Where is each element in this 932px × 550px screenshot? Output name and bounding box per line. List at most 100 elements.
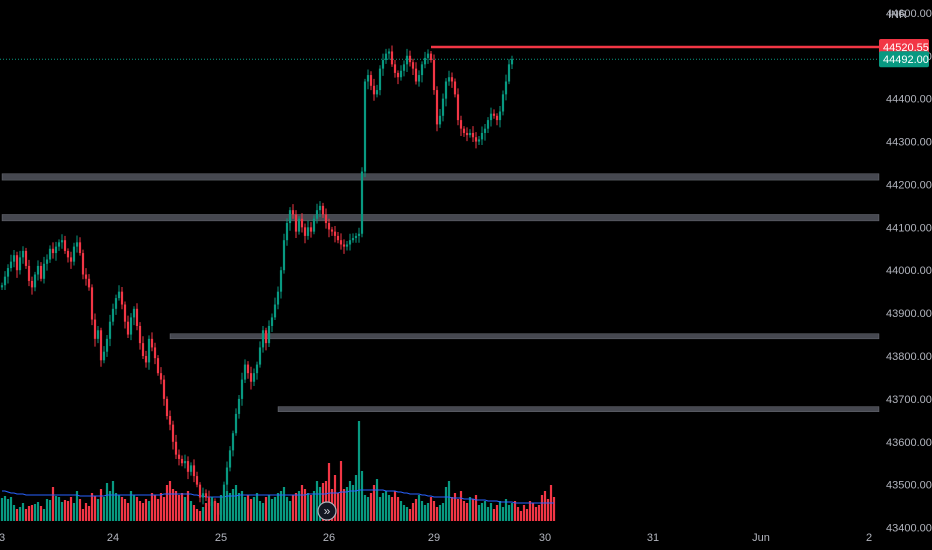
- candle: [165, 396, 169, 420]
- volume-bar: [423, 505, 427, 521]
- volume-bar: [111, 481, 115, 521]
- scroll-to-latest-button[interactable]: »: [317, 501, 337, 521]
- volume-bar: [144, 499, 148, 521]
- zones-layer: [1, 173, 880, 413]
- candle: [465, 127, 469, 142]
- candle-body: [447, 77, 451, 82]
- volume-bar: [522, 505, 526, 521]
- volume-bar: [369, 493, 373, 521]
- candle: [402, 60, 406, 77]
- candle: [60, 234, 64, 249]
- candle-body: [501, 94, 505, 112]
- volume-bar: [432, 501, 436, 521]
- candle-body: [267, 325, 271, 344]
- volume-bar: [444, 487, 448, 521]
- candle-body: [252, 373, 256, 382]
- candle: [246, 361, 250, 379]
- candle-body: [456, 94, 460, 121]
- volume-bar: [117, 495, 121, 521]
- candle: [507, 59, 511, 85]
- candle: [132, 306, 136, 326]
- volume-bar: [84, 503, 88, 521]
- volume-bar: [405, 507, 409, 521]
- zone-rect: [1, 214, 880, 222]
- candle-body: [6, 268, 10, 277]
- candle-body: [273, 304, 277, 318]
- candle: [240, 372, 244, 406]
- candle-body: [408, 55, 412, 63]
- volume-bar: [192, 505, 196, 521]
- volume-bar: [222, 497, 226, 521]
- candle-body: [471, 132, 475, 138]
- price-tick-label: 43800.00: [886, 351, 932, 363]
- time-axis[interactable]: 3 24 25 26 29 30 31 Jun 2: [0, 532, 872, 544]
- volume-bar: [435, 507, 439, 521]
- volume-bar: [351, 485, 355, 521]
- candle: [201, 487, 205, 505]
- candle-body: [141, 343, 145, 356]
- candle-body: [450, 77, 454, 82]
- volume-bar: [15, 509, 19, 521]
- candle: [42, 256, 46, 284]
- candle-body: [309, 227, 313, 232]
- candle: [285, 218, 289, 246]
- candle-body: [168, 416, 172, 425]
- candle-body: [84, 274, 88, 279]
- volume-bar: [306, 493, 310, 521]
- candle-body: [366, 75, 370, 82]
- candle: [462, 126, 466, 137]
- candle-body: [414, 68, 418, 82]
- volume-bar: [408, 509, 412, 521]
- candle-body: [114, 298, 118, 309]
- candle-body: [135, 308, 139, 326]
- volume-bar: [402, 505, 406, 521]
- candle-body: [423, 57, 427, 65]
- volume-bar: [315, 481, 319, 521]
- volume-bar: [81, 509, 85, 521]
- candle-body: [21, 250, 25, 258]
- candle-body: [288, 210, 292, 224]
- volume-bar: [240, 491, 244, 521]
- volume-bar: [399, 501, 403, 521]
- candle: [72, 242, 76, 266]
- candle-body: [246, 364, 250, 374]
- candle-body: [291, 210, 295, 215]
- candle-body: [192, 465, 196, 477]
- candle: [429, 51, 433, 63]
- volume-bar: [474, 495, 478, 521]
- candle: [384, 48, 388, 64]
- candle: [333, 226, 337, 243]
- candle: [96, 325, 100, 344]
- volume-bar: [459, 491, 463, 521]
- time-tick-label: Jun: [752, 532, 770, 544]
- candle: [51, 242, 55, 259]
- candle-body: [381, 60, 385, 69]
- candle-body: [117, 291, 121, 299]
- volume-bar: [78, 499, 82, 521]
- candle-body: [480, 132, 484, 140]
- volume-bar: [33, 504, 37, 521]
- candle: [192, 459, 196, 483]
- candle: [3, 271, 7, 290]
- candle-body: [330, 229, 334, 232]
- volume-bar: [507, 505, 511, 521]
- candle: [120, 286, 124, 310]
- candle-body: [66, 250, 70, 258]
- candle: [501, 90, 505, 116]
- volume-bar: [396, 497, 400, 521]
- volume-bar: [345, 487, 349, 521]
- price-tick-label: 44600.00: [886, 8, 932, 20]
- candle-body: [57, 242, 61, 247]
- price-axis[interactable]: INR 44600.0044500.0044400.0044300.004420…: [886, 8, 932, 535]
- candle: [468, 129, 472, 138]
- candle: [336, 232, 340, 244]
- candle: [273, 297, 277, 320]
- candle: [69, 251, 73, 269]
- volume-bar: [6, 499, 10, 521]
- candle-body: [63, 240, 67, 251]
- candle: [171, 420, 175, 450]
- candle-body: [459, 120, 463, 129]
- candle: [357, 227, 361, 243]
